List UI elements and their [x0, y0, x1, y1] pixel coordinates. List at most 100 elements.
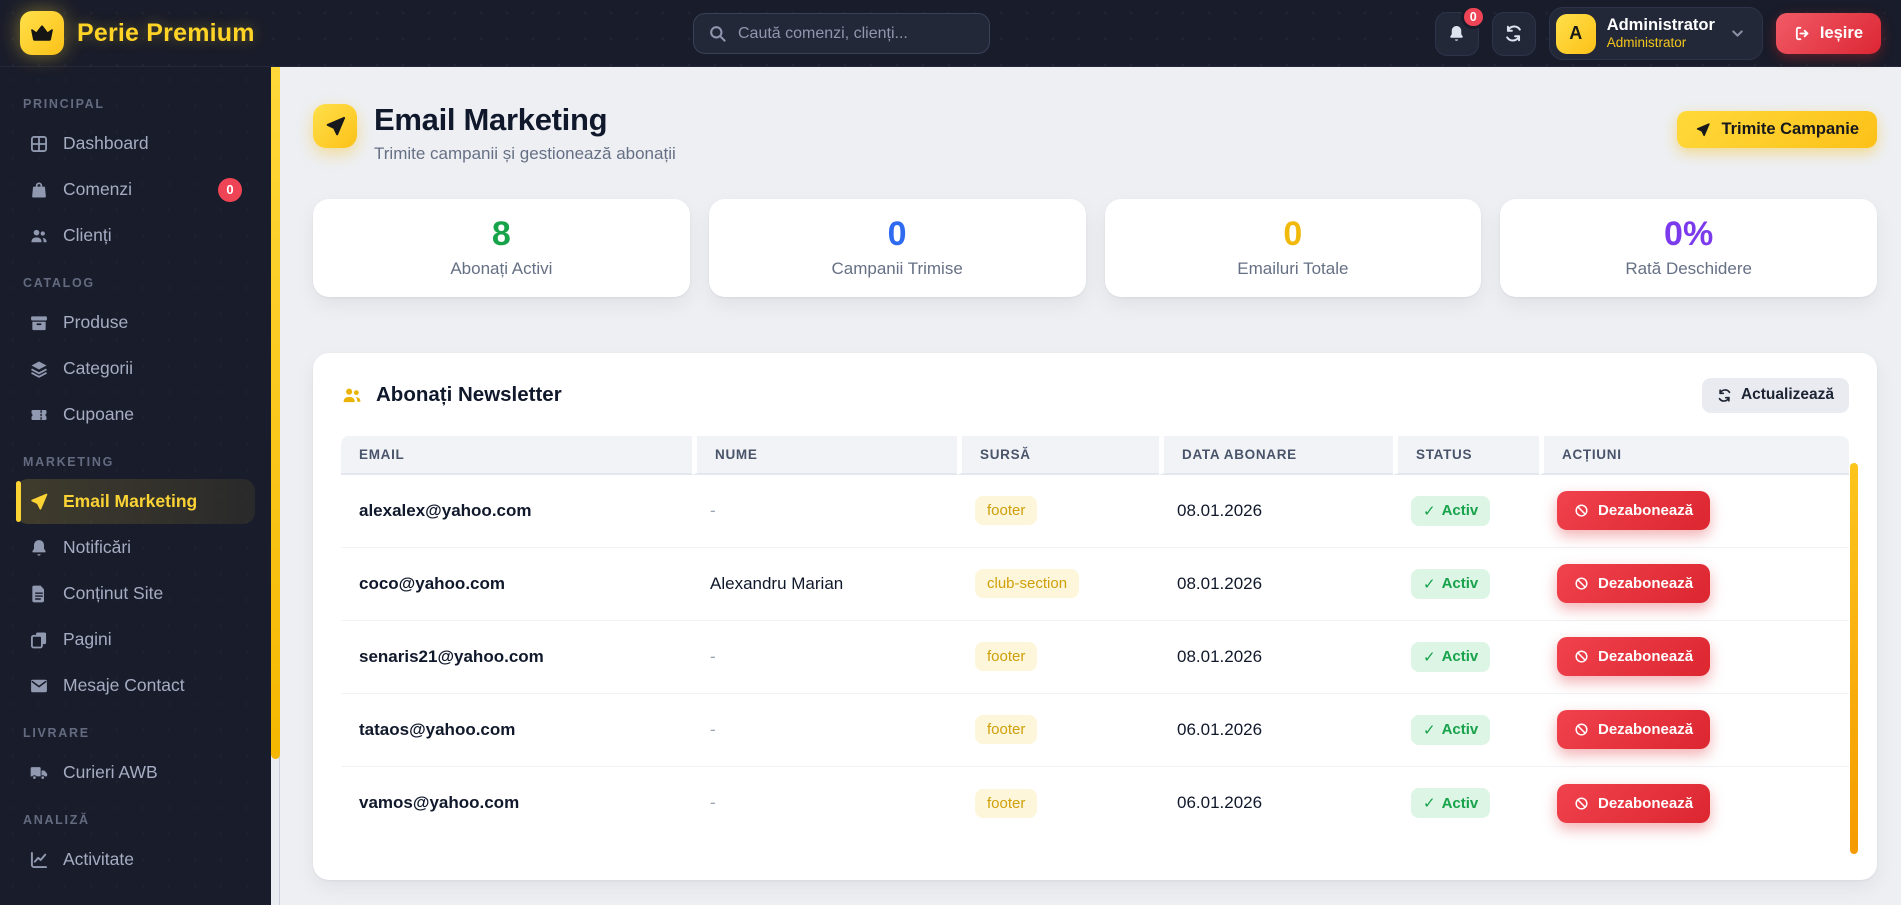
search-input[interactable]	[738, 24, 975, 43]
refresh-button[interactable]	[1491, 11, 1536, 56]
sidebar-section-analiza: Analiză	[23, 813, 90, 827]
sidebar-item-comenzi[interactable]: Comenzi 0	[16, 167, 255, 212]
stat-card-campaigns-sent: 0 Campanii Trimise	[708, 198, 1086, 297]
subscriber-name: -	[692, 694, 957, 767]
chart-line-icon	[29, 850, 49, 870]
page-subtitle: Trimite campanii și gestionează abonații	[374, 143, 676, 163]
column-header-email: EMAIL	[341, 435, 692, 475]
column-header-nume: NUME	[692, 435, 957, 475]
subscriber-email: vamos@yahoo.com	[359, 793, 520, 813]
user-role: Administrator	[1606, 35, 1687, 51]
unsubscribe-button[interactable]: Dezabonează	[1557, 564, 1711, 604]
column-header-sursa: SURSĂ	[957, 435, 1159, 475]
sidebar-item-clienti[interactable]: Clienți	[16, 213, 255, 258]
column-header-data-abonare: DATA ABONARE	[1159, 435, 1393, 475]
stat-value: 0	[1283, 214, 1303, 253]
unsubscribe-button[interactable]: Dezabonează	[1557, 637, 1711, 677]
send-campaign-button[interactable]: Trimite Campanie	[1677, 111, 1877, 148]
subscriber-email: senaris21@yahoo.com	[341, 621, 692, 694]
subscriber-name: Alexandru Marian	[692, 548, 957, 621]
sidebar-item-label: Mesaje Contact	[63, 675, 185, 695]
orders-badge: 0	[218, 177, 242, 202]
subscriber-date: 06.01.2026	[1177, 793, 1263, 813]
source-badge: footer	[975, 496, 1038, 526]
global-search[interactable]	[693, 13, 990, 54]
sidebar-item-continut-site[interactable]: Conținut Site	[16, 571, 255, 616]
status-badge: ✓ Activ	[1411, 568, 1491, 599]
topbar-actions: 0 A Administrator Administrator Ieșire	[1434, 0, 1881, 67]
sidebar-item-label: Clienți	[63, 225, 112, 245]
unsubscribe-button[interactable]: Dezabonează	[1557, 710, 1711, 750]
logout-button[interactable]: Ieșire	[1775, 13, 1881, 54]
table-scrollbar-thumb[interactable]	[1850, 462, 1858, 854]
sidebar-item-cupoane[interactable]: Cupoane	[16, 392, 255, 437]
customers-icon	[29, 226, 49, 246]
bell-icon	[29, 538, 49, 558]
status-badge: ✓ Activ	[1411, 714, 1491, 745]
box-icon	[29, 313, 49, 333]
sidebar-section-marketing: Marketing	[23, 455, 114, 469]
stat-card-active-subscribers: 8 Abonați Activi	[313, 198, 690, 297]
paper-plane-icon	[1695, 122, 1711, 138]
table-row: vamos@yahoo.com - footer 06.01.2026 ✓ Act…	[341, 767, 1849, 840]
sidebar-item-label: Categorii	[63, 358, 134, 378]
notifications-button[interactable]: 0	[1434, 4, 1486, 56]
page-scrollbar-thumb[interactable]	[271, 67, 280, 759]
stat-card-open-rate: 0% Rată Deschidere	[1500, 198, 1877, 297]
subscriber-name: -	[692, 475, 957, 548]
table-row: senaris21@yahoo.com - footer 08.01.2026 …	[341, 621, 1849, 694]
truck-icon	[29, 763, 49, 783]
topbar: Perie Premium 0 A Administrator Administ…	[0, 0, 1901, 67]
source-badge: footer	[975, 715, 1038, 745]
page-header: Email Marketing Trimite campanii și gest…	[313, 102, 1877, 164]
page-title: Email Marketing	[374, 102, 608, 137]
sidebar-item-produse[interactable]: Produse	[16, 300, 255, 345]
status-badge: ✓ Activ	[1411, 641, 1491, 672]
user-name: Administrator	[1606, 15, 1715, 34]
stat-label: Rată Deschidere	[1625, 258, 1752, 278]
subscriber-email: alexalex@yahoo.com	[341, 475, 692, 548]
sidebar-item-curieri-awb[interactable]: Curieri AWB	[16, 750, 255, 795]
refresh-icon	[1504, 24, 1523, 43]
subscriber-date: 08.01.2026	[1159, 475, 1393, 548]
subscribers-card: Abonați Newsletter Actualizează EMAIL NU	[313, 352, 1877, 880]
send-campaign-label: Trimite Campanie	[1721, 120, 1859, 138]
logout-label: Ieșire	[1819, 24, 1863, 42]
refresh-subscribers-button[interactable]: Actualizează	[1701, 377, 1849, 413]
page-scrollbar-track[interactable]	[271, 67, 280, 905]
sidebar-item-dashboard[interactable]: Dashboard	[16, 121, 255, 166]
page-titles: Email Marketing Trimite campanii și gest…	[374, 102, 676, 164]
sidebar-item-mesaje-contact[interactable]: Mesaje Contact	[16, 663, 255, 708]
unsubscribe-button[interactable]: Dezabonează	[1557, 491, 1711, 531]
status-badge: ✓ Activ	[1411, 495, 1491, 526]
user-info: Administrator Administrator	[1607, 16, 1715, 52]
sidebar-item-pagini[interactable]: Pagini	[16, 617, 255, 662]
sidebar-item-label: Notificări	[63, 537, 132, 557]
sidebar-section-catalog: Catalog	[23, 276, 95, 290]
ban-icon	[1574, 796, 1589, 811]
sidebar-item-notificari[interactable]: Notificări	[16, 525, 255, 570]
user-menu[interactable]: A Administrator Administrator	[1548, 7, 1763, 60]
source-badge: footer	[975, 788, 1038, 818]
stat-value: 0%	[1664, 214, 1714, 253]
paper-plane-icon	[324, 115, 347, 138]
brand-logo	[20, 11, 64, 55]
sidebar-section-livrare: Livrare	[23, 726, 90, 740]
sidebar-item-email-marketing[interactable]: Email Marketing	[16, 479, 255, 524]
unsubscribe-button[interactable]: Dezabonează	[1557, 783, 1711, 823]
check-icon: ✓	[1423, 721, 1436, 739]
sidebar-item-activitate[interactable]: Activitate	[16, 837, 255, 882]
sidebar-item-categorii[interactable]: Categorii	[16, 346, 255, 391]
sidebar-item-label: Comenzi	[63, 179, 133, 199]
sidebar-item-label: Cupoane	[63, 404, 135, 424]
logout-icon	[1794, 25, 1811, 42]
subscriber-date: 06.01.2026	[1159, 694, 1393, 767]
table-row: tataos@yahoo.com - footer 06.01.2026 ✓ Ac…	[341, 694, 1849, 767]
source-badge: footer	[975, 642, 1038, 672]
chevron-down-icon	[1729, 25, 1746, 42]
stat-label: Abonați Activi	[450, 258, 553, 278]
page-icon	[313, 104, 357, 148]
paper-plane-icon	[29, 492, 49, 512]
stat-label: Emailuri Totale	[1237, 258, 1349, 278]
refresh-subscribers-label: Actualizează	[1740, 386, 1834, 404]
